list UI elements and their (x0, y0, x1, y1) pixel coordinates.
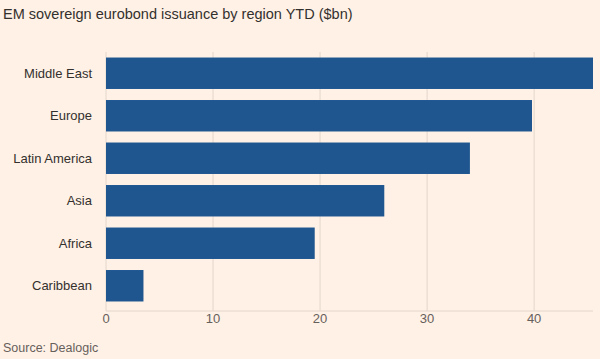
background (0, 0, 600, 359)
category-label: Asia (67, 193, 93, 208)
grid-line (427, 52, 428, 311)
grid-line (534, 52, 535, 311)
category-label: Africa (59, 236, 93, 251)
title: EM sovereign eurobond issuance by region… (3, 6, 353, 22)
source: Source: Dealogic (3, 341, 98, 355)
category-label: Caribbean (32, 278, 92, 293)
category-label: Latin America (13, 151, 93, 166)
bar (106, 185, 384, 216)
bar (106, 143, 470, 174)
bars (106, 58, 593, 302)
bar (106, 228, 315, 259)
category-label: Middle East (24, 66, 92, 81)
chart-svg: EM sovereign eurobond issuance by region… (0, 0, 600, 359)
tick-label: 0 (102, 311, 109, 326)
grid-line (320, 52, 321, 311)
tick-label: 30 (420, 311, 434, 326)
tick-label: 40 (527, 311, 541, 326)
axis-line (106, 311, 593, 312)
tick-label: 10 (206, 311, 220, 326)
bar (106, 100, 532, 131)
bar (106, 58, 593, 89)
grid-line (213, 52, 214, 311)
bar (106, 270, 143, 301)
category-label: Europe (50, 108, 92, 123)
tick-label: 20 (313, 311, 327, 326)
chart: EM sovereign eurobond issuance by region… (0, 0, 600, 359)
